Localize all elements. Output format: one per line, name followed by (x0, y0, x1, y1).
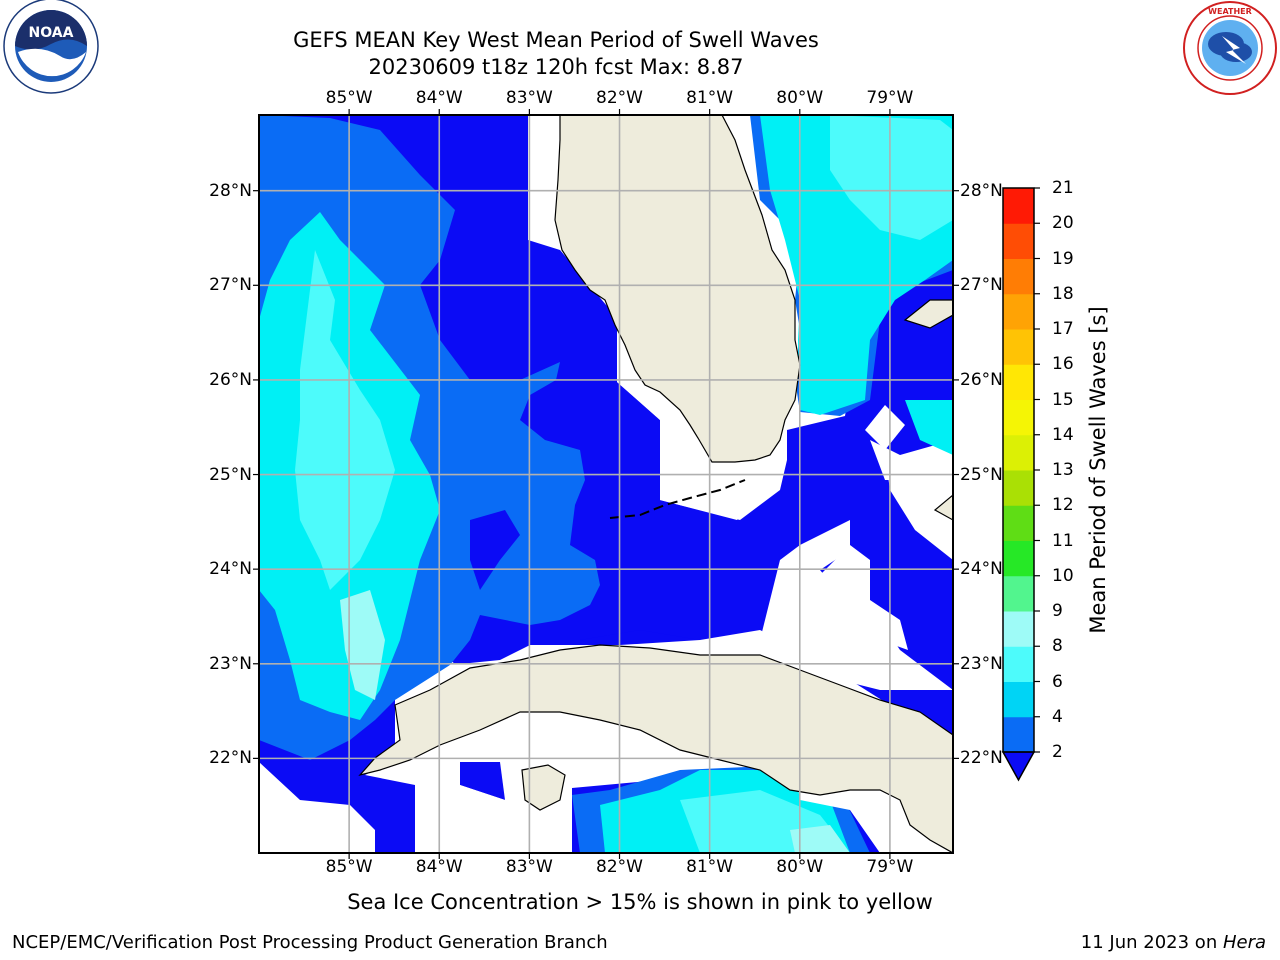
colorbar-tick-label: 9 (1052, 601, 1063, 621)
period-band-6-8 (295, 250, 395, 590)
footer-timestamp: 11 Jun 2023 on Hera (1080, 932, 1266, 953)
lat-label-right: 23°N (960, 653, 1003, 674)
colorbar-tick-label: 21 (1052, 178, 1074, 198)
lon-label-bottom: 83°W (505, 857, 553, 877)
footer-credit: NCEP/EMC/Verification Post Processing Pr… (12, 932, 608, 953)
florida-land (554, 115, 801, 463)
lat-label-left: 25°N (209, 464, 252, 485)
colorbar (1001, 187, 1040, 782)
lon-label-top: 85°W (325, 88, 373, 108)
map-frame (258, 114, 954, 854)
lon-label-top: 82°W (596, 88, 643, 108)
colorbar-bin (1003, 399, 1034, 436)
lon-label-top: 83°W (505, 88, 553, 108)
lat-label-right: 22°N (960, 748, 1003, 769)
lon-label-bottom: 82°W (596, 857, 643, 877)
colorbar-tick-label: 8 (1052, 636, 1063, 657)
lat-label-left: 24°N (209, 559, 252, 580)
colorbar-bin (1003, 293, 1034, 330)
isla-juventud-land (521, 764, 566, 811)
colorbar-tick-label: 17 (1052, 319, 1074, 339)
lat-label-left: 27°N (209, 275, 252, 296)
colorbar-bin (1003, 364, 1034, 400)
lon-label-top: 84°W (415, 88, 463, 108)
map-area (259, 115, 953, 853)
colorbar-tick-label: 2 (1052, 742, 1063, 762)
colorbar-under-triangle (1001, 751, 1036, 782)
lon-label-top: 80°W (776, 88, 824, 108)
lat-label-right: 26°N (960, 369, 1003, 390)
colorbar-bin (1003, 434, 1034, 471)
lon-label-bottom: 80°W (776, 857, 824, 877)
lat-label-left: 26°N (209, 369, 252, 390)
chart-subtitle: 20230609 t18z 120h fcst Max: 8.87 (368, 55, 744, 79)
colorbar-tick-label: 18 (1052, 283, 1074, 304)
lon-label-bottom: 79°W (866, 857, 914, 877)
colorbar-tick-label: 19 (1052, 248, 1074, 269)
sea-ice-caption: Sea Ice Concentration > 15% is shown in … (347, 890, 933, 914)
colorbar-tick-label: 10 (1052, 565, 1074, 586)
colorbar-bin (1003, 646, 1034, 682)
colorbar-tick-label: 4 (1052, 706, 1063, 727)
colorbar-tick-label: 12 (1052, 495, 1074, 516)
colorbar-tick-label: 20 (1052, 213, 1074, 234)
colorbar-bin (1003, 223, 1034, 259)
colorbar-bin (1003, 681, 1034, 718)
noaa-logo: NOAA (3, 0, 99, 94)
colorbar-tick-label: 13 (1052, 460, 1074, 480)
map-grid (259, 115, 953, 853)
lat-label-right: 24°N (960, 559, 1003, 580)
lat-label-left: 28°N (209, 180, 252, 201)
lat-label-right: 27°N (960, 275, 1003, 296)
lat-label-left: 23°N (209, 653, 252, 674)
nws-logo: WEATHER (1183, 1, 1277, 95)
lon-label-bottom: 85°W (325, 857, 373, 877)
chart-title: GEFS MEAN Key West Mean Period of Swell … (293, 28, 819, 52)
colorbar-bin (1003, 505, 1034, 541)
lat-label-left: 22°N (209, 748, 252, 769)
period-band-8-9 (340, 590, 385, 700)
colorbar-tick-label: 14 (1052, 424, 1074, 445)
footer-host: Hera (1222, 932, 1266, 953)
colorbar-bin (1003, 540, 1034, 577)
colorbar-label: Mean Period of Swell Waves [s] (1086, 306, 1110, 634)
colorbar-tick-label: 11 (1052, 530, 1074, 551)
lon-label-top: 79°W (866, 88, 914, 108)
colorbar-bin (1003, 611, 1034, 647)
colorbar-bin (1003, 188, 1034, 224)
lat-label-right: 28°N (960, 180, 1003, 201)
colorbar-tick-label: 15 (1052, 389, 1074, 410)
svg-text:WEATHER: WEATHER (1208, 7, 1252, 16)
svg-text:NOAA: NOAA (29, 25, 74, 41)
map-ticks (253, 109, 959, 859)
colorbar-tick-label: 16 (1052, 354, 1074, 375)
colorbar-bin (1003, 258, 1034, 295)
bahamas-land (903, 299, 953, 329)
lat-label-right: 25°N (960, 464, 1003, 485)
colorbar-bin (1003, 716, 1034, 753)
lon-label-top: 81°W (686, 88, 734, 108)
colorbar-bin (1003, 575, 1034, 612)
lon-label-bottom: 84°W (415, 857, 463, 877)
colorbar-tick-label: 6 (1052, 671, 1063, 692)
colorbar-bin (1003, 329, 1034, 365)
lon-label-bottom: 81°W (686, 857, 734, 877)
colorbar-bin (1003, 470, 1034, 506)
